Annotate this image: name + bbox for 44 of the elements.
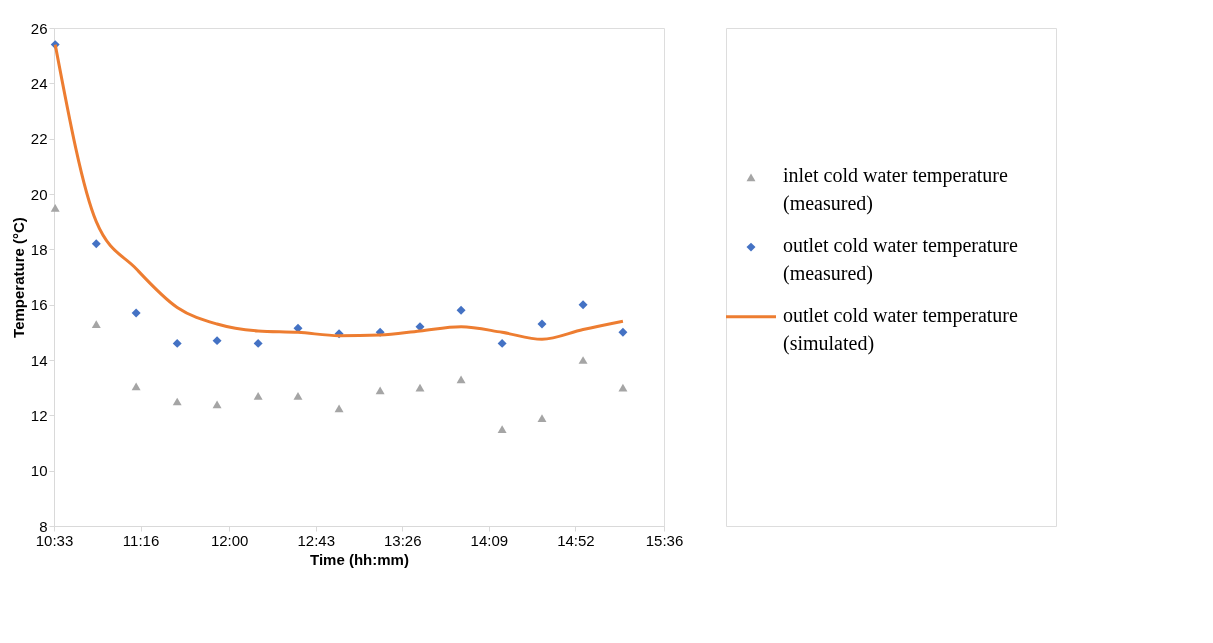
x-axis-title: Time (hh:mm) [310, 550, 409, 568]
legend-label: inlet cold water temperature (measured) [783, 164, 1009, 216]
y-tick-label: 10 [30, 462, 48, 480]
point [253, 338, 263, 348]
x-tick-label: 11:16 [122, 531, 160, 549]
y-tick-label: 24 [30, 74, 48, 92]
point [172, 338, 182, 348]
point [537, 414, 547, 422]
point [375, 386, 385, 395]
point [91, 320, 101, 328]
x-tick-label: 12:00 [210, 531, 249, 549]
x-tick-label: 12:43 [297, 531, 335, 549]
x-tick-label: 15:36 [645, 531, 684, 549]
point [578, 356, 588, 364]
y-tick-label: 20 [30, 185, 48, 203]
point [456, 305, 466, 315]
point [50, 203, 60, 212]
y-tick-label: 16 [30, 296, 48, 314]
y-tick-label: 22 [30, 130, 48, 148]
legend-label: outlet cold water temperature (simulated) [783, 303, 1019, 355]
y-tick-label: 18 [30, 240, 48, 258]
x-tick-label: 13:26 [384, 531, 422, 549]
point [456, 375, 466, 384]
y-tick-label: 12 [30, 406, 48, 424]
point [537, 319, 547, 329]
point [131, 308, 141, 318]
point [212, 400, 222, 409]
point [618, 327, 628, 337]
point [578, 300, 588, 310]
point [131, 382, 141, 391]
y-tick-label: 26 [30, 19, 48, 37]
x-tick-label: 14:09 [470, 531, 509, 549]
point [497, 338, 507, 348]
y-tick-label: 14 [30, 351, 48, 369]
point [253, 392, 263, 400]
point [497, 425, 507, 434]
point [293, 392, 303, 400]
point [415, 383, 425, 392]
y-axis-title: Temperature (°C) [9, 217, 27, 338]
x-tick-label: 14:52 [557, 531, 595, 549]
point [91, 239, 101, 249]
legend-label: outlet cold water temperature (measured) [783, 234, 1019, 286]
point [212, 336, 222, 346]
point [618, 383, 628, 392]
